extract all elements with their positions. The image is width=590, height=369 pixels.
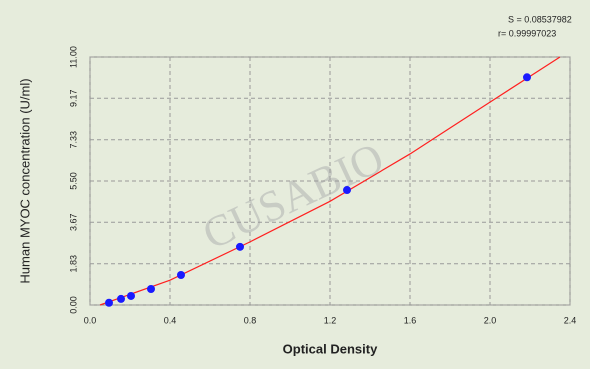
- data-point: [343, 186, 351, 195]
- y-tick-label: 3.67: [68, 213, 78, 231]
- y-axis-title: Human MYOC concentration (U/ml): [17, 78, 32, 283]
- y-tick-label: 7.33: [68, 131, 78, 149]
- data-point: [117, 294, 125, 303]
- x-tick-label: 2.4: [564, 315, 577, 325]
- data-point: [177, 271, 185, 280]
- x-axis-title: Optical Density: [283, 341, 378, 356]
- annotation: S = 0.08537982: [508, 14, 572, 24]
- x-tick-label: 0.4: [164, 315, 177, 325]
- x-tick-label: 1.2: [324, 315, 337, 325]
- x-tick-label: 0.0: [84, 315, 97, 325]
- y-tick-label: 1.83: [68, 255, 78, 273]
- annotation: r= 0.99997023: [498, 28, 556, 38]
- y-tick-label: 5.50: [68, 172, 78, 190]
- data-point: [147, 284, 155, 293]
- data-point: [236, 242, 244, 251]
- fit-line: [99, 56, 561, 306]
- x-tick-label: 0.8: [244, 315, 257, 325]
- y-tick-label: 0.00: [68, 296, 78, 314]
- data-point: [105, 298, 113, 307]
- y-tick-label: 9.17: [68, 89, 78, 107]
- data-point: [523, 73, 531, 82]
- data-point: [127, 291, 135, 300]
- x-tick-label: 2.0: [484, 315, 497, 325]
- y-tick-label: 11.00: [68, 46, 78, 68]
- x-tick-label: 1.6: [404, 315, 417, 325]
